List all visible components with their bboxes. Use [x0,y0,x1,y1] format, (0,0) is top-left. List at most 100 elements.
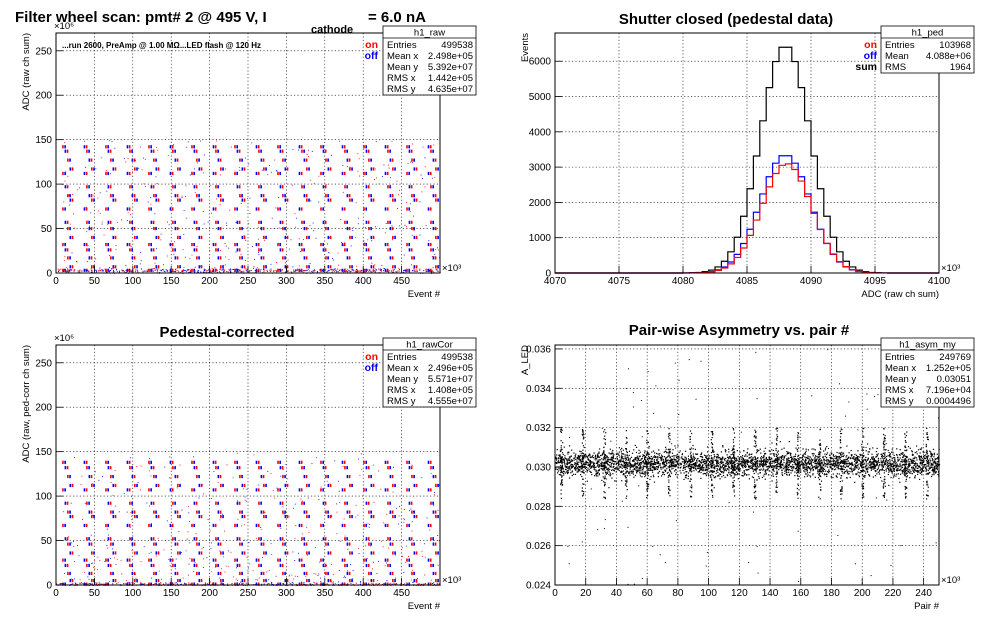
on-mark [234,145,236,149]
on-mark [391,256,394,260]
scatter-point [140,260,142,262]
off-mark [432,537,434,541]
scatter-point [194,192,196,194]
on-mark [90,474,93,479]
off-mark [322,558,324,562]
scatter-point [397,208,398,210]
scatter-point [300,270,302,272]
on-mark [105,523,107,528]
on-mark [343,145,346,149]
scatter-point [267,582,269,584]
scatter-point [276,583,278,585]
asym-point [860,454,862,456]
off-mark [112,571,114,576]
scatter-point [67,269,69,271]
asym-point [693,463,695,465]
off-mark [365,460,367,464]
asym-point [716,456,718,458]
asym-point [617,462,619,464]
scatter-point [215,198,217,200]
scatter-point [373,269,375,271]
on-mark [262,256,265,260]
asym-point [686,465,688,468]
scatter-point [315,457,317,459]
off-mark [222,483,224,488]
asym-point [901,452,904,454]
scatter-point [419,201,421,203]
off-mark [279,537,282,541]
scatter-point [306,153,308,155]
on-mark [134,198,136,202]
asym-point [601,465,603,468]
asym-point [899,457,901,459]
scatter-point [336,270,338,272]
on-mark [219,542,222,546]
asym-point [669,465,671,468]
scatter-point [371,262,373,264]
on-mark [105,242,107,247]
scatter-point [237,500,239,502]
on-mark [172,466,174,470]
asym-point [923,457,925,459]
scatter-point [97,270,99,272]
asym-point [719,464,721,466]
asym-point [719,462,721,464]
off-mark [69,474,71,479]
x-tick-label: 100 [124,276,141,287]
asym-point [739,470,741,472]
asym-point [676,463,679,465]
asym-point [785,466,787,468]
scatter-point [118,271,120,273]
scatter-point [158,583,160,585]
asym-point [693,470,695,472]
scatter-point [99,560,101,561]
asym-point [592,454,594,457]
on-mark [148,207,150,211]
scatter-point [146,502,148,504]
on-mark [343,460,346,464]
asym-point [852,464,854,466]
on-mark [410,563,413,568]
scatter-point [116,270,118,272]
scatter-point [270,582,272,584]
asym-point [873,464,876,466]
scatter-point [146,269,148,271]
scatter-point [90,534,92,536]
scatter-point [338,490,340,492]
scatter-point [98,582,100,584]
asym-point [585,461,587,464]
on-mark [105,171,107,176]
off-mark [432,510,435,514]
scatter-point [351,269,353,271]
on-mark [435,514,437,519]
asym-point [601,454,603,456]
scatter-point [229,268,231,270]
off-mark [174,466,176,470]
scatter-point [100,270,102,272]
scatter-point [74,582,76,584]
asym-point [766,461,768,463]
scatter-point [230,269,232,271]
stats-label: Mean y [387,374,418,385]
scatter-point [112,268,114,270]
scatter-point [383,582,385,584]
asym-point [597,470,599,472]
off-mark [174,158,177,162]
scatter-point [148,470,150,472]
on-mark [71,265,74,269]
asym-point [906,449,908,451]
scatter-point [113,271,115,273]
on-mark [372,551,375,555]
on-mark [66,220,69,224]
legend-entry-on: on [365,351,378,363]
on-mark [363,171,365,176]
off-mark [322,563,325,568]
asym-point [842,461,844,463]
scatter-point [399,583,401,585]
off-mark [136,514,138,519]
scatter-point [367,579,369,581]
asym-point [916,451,918,453]
on-mark [344,466,346,470]
asym-point [936,467,938,469]
scatter-point [210,212,212,214]
